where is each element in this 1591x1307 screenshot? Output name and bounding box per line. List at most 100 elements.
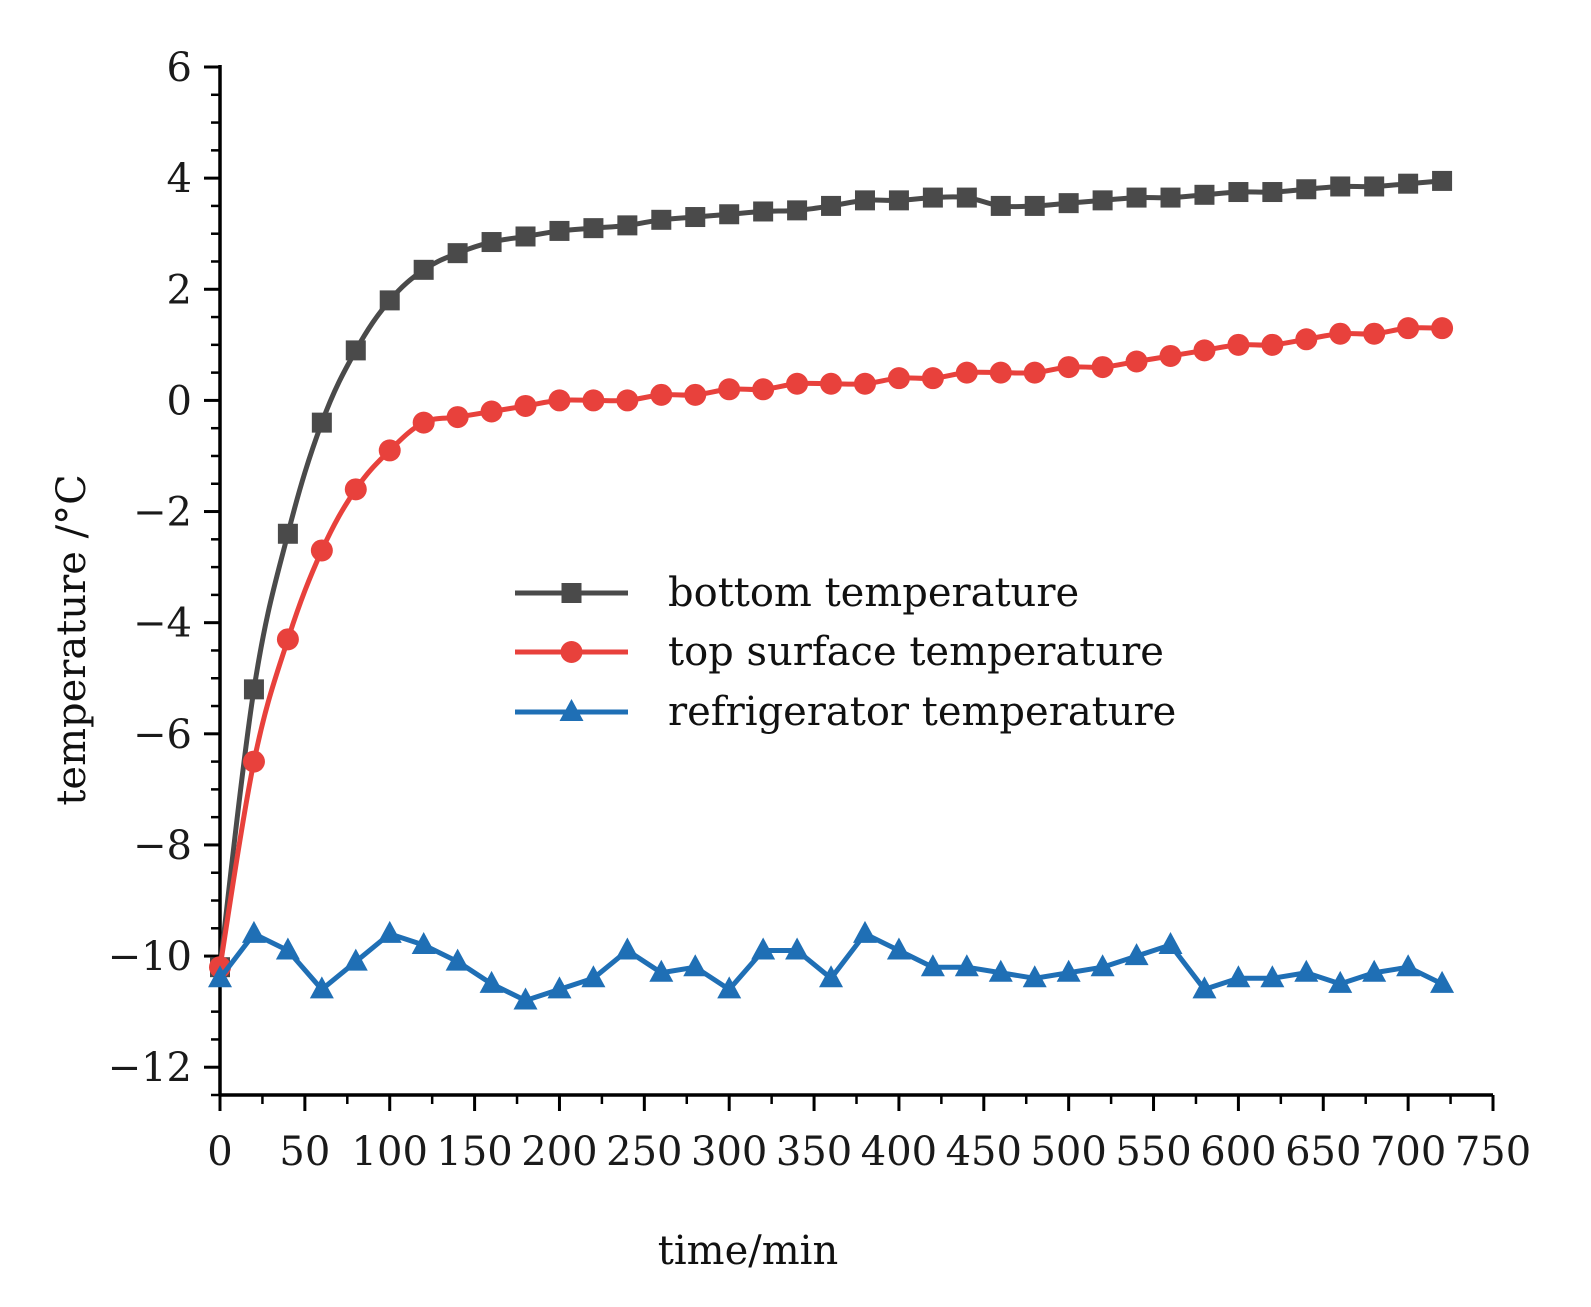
data-point [411,931,436,954]
y-tick-label: −6 [133,712,192,758]
data-point [1227,333,1250,356]
x-tick-label: 100 [352,1129,428,1175]
data-point [412,411,435,434]
data-point [988,959,1013,982]
data-point [989,361,1012,384]
data-point [513,987,538,1010]
data-point [583,218,604,239]
data-point [922,187,943,208]
data-point [1091,356,1114,379]
x-tick-label: 400 [861,1129,937,1175]
data-point [277,523,298,544]
data-point [751,937,776,960]
data-point [1328,970,1353,993]
x-tick-label: 250 [606,1129,682,1175]
data-point [954,954,979,977]
legend-marker [559,699,584,721]
x-axis-title: time/min [658,1228,838,1274]
data-point [208,965,232,988]
data-point [1158,931,1183,954]
data-point [853,372,876,395]
y-tick-label: −10 [108,934,192,980]
data-point [479,970,504,993]
data-point [683,954,708,977]
data-point [718,378,741,401]
data-point [379,290,400,311]
data-point [1228,182,1249,203]
data-point [1362,959,1387,982]
data-point [549,220,570,241]
data-point [1226,965,1251,988]
data-point [1159,344,1182,367]
data-point [1397,317,1420,340]
x-tick-label: 300 [691,1129,767,1175]
legend: bottom temperature top surface temperatur… [515,570,1176,735]
data-point [1329,322,1352,345]
data-point [1057,356,1080,379]
series-top-surface-temperature [209,317,1454,979]
data-point [445,948,470,971]
data-point [852,920,877,943]
data-point [819,965,844,988]
data-point [1363,322,1386,345]
data-point [515,226,536,247]
y-tick-label: −2 [133,490,192,536]
data-point [242,750,265,773]
data-point [854,190,875,211]
data-point [1296,179,1317,200]
data-point [685,207,706,228]
data-point [1024,195,1045,216]
data-point [1193,339,1216,362]
x-tick-label: 550 [1115,1129,1191,1175]
y-tick-label: −8 [133,823,192,869]
y-axis-title: temperature /°C [49,474,95,805]
data-point [1398,173,1419,194]
data-point [888,190,909,211]
x-tick-label: 450 [946,1129,1022,1175]
data-point [1192,976,1217,999]
x-tick-label: 150 [436,1129,512,1175]
legend-item: top surface temperature [515,629,1164,675]
series-bottom-temperature [210,170,1453,978]
data-point [1294,959,1319,982]
data-point [920,954,945,977]
x-tick-label: 650 [1285,1129,1361,1175]
data-point [547,976,572,999]
x-tick-label: 600 [1200,1129,1276,1175]
data-point [1056,959,1081,982]
data-point [1295,328,1318,351]
data-point [1058,193,1079,214]
y-tick-label: −12 [108,1045,192,1091]
legend-label: top surface temperature [668,629,1164,675]
data-point [1022,965,1047,988]
data-point [481,232,502,253]
data-point [548,389,571,412]
x-tick-label: 350 [776,1129,852,1175]
data-point [1194,184,1215,205]
data-point [1364,176,1385,197]
data-point [990,195,1011,216]
series-layer [208,170,1455,1010]
x-tick-label: 50 [279,1129,330,1175]
data-point [1430,970,1455,993]
data-point [1125,350,1148,373]
legend-item: refrigerator temperature [515,689,1176,735]
data-point [785,937,810,960]
data-point [243,679,264,700]
data-point [309,976,334,999]
data-point [752,378,775,401]
data-point [616,389,639,412]
data-point [1330,176,1351,197]
data-point [955,361,978,384]
data-point [1124,943,1149,966]
data-point [786,372,809,395]
x-tick-label: 750 [1455,1129,1531,1175]
data-point [1260,965,1285,988]
legend-marker [560,641,583,663]
data-point [684,383,707,406]
data-point [1160,187,1181,208]
data-point [446,406,469,429]
y-tick-label: −4 [133,601,192,647]
series-refrigerator-temperature [208,920,1455,1010]
